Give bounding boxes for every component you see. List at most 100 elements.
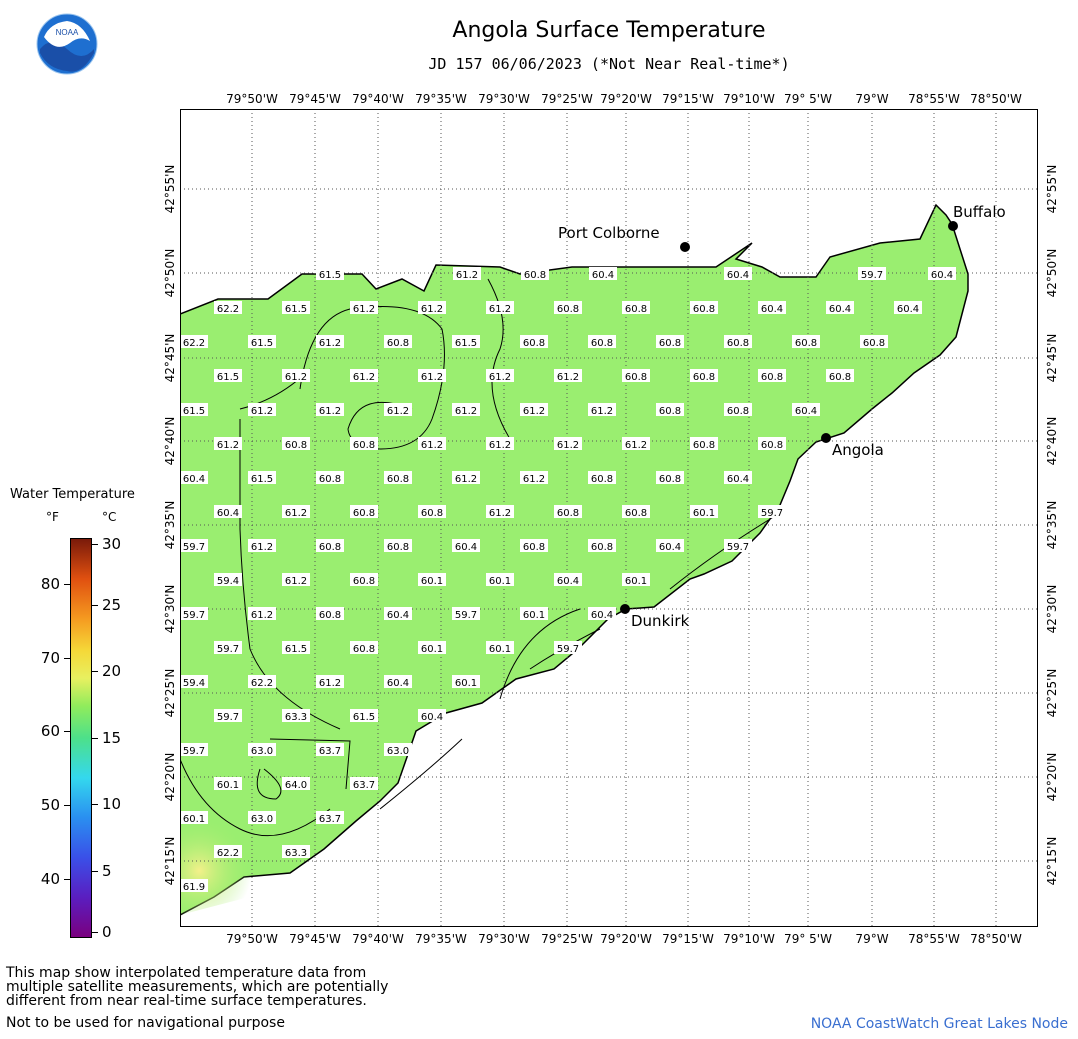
- temperature-label: 63.7: [319, 814, 341, 825]
- longitude-label: 78°50'W: [970, 92, 1022, 106]
- temperature-label: 60.8: [353, 576, 375, 587]
- tick-mark: [92, 871, 98, 872]
- temperature-label: 60.8: [761, 440, 783, 451]
- temperature-label: 60.1: [421, 576, 443, 587]
- temperature-label: 60.4: [217, 508, 239, 519]
- temperature-label: 61.2: [591, 406, 613, 417]
- temperature-label: 61.5: [251, 474, 273, 485]
- latitude-label: 42°20'N: [1045, 752, 1059, 802]
- longitude-label: 79°10'W: [723, 932, 775, 946]
- temperature-label: 60.4: [591, 610, 613, 621]
- place-label: Port Colborne: [558, 224, 660, 242]
- temperature-label: 61.2: [251, 542, 273, 553]
- longitude-label: 79°25'W: [541, 932, 593, 946]
- tick-mark: [92, 605, 98, 606]
- port-colborne-marker: [680, 242, 690, 252]
- temperature-label: 61.2: [489, 440, 511, 451]
- temperature-label: 60.8: [387, 474, 409, 485]
- temperature-label: 59.7: [183, 542, 205, 553]
- temperature-label: 63.0: [387, 746, 409, 757]
- temperature-label: 60.8: [625, 508, 647, 519]
- credit: NOAA CoastWatch Great Lakes Node: [810, 1016, 1068, 1032]
- dunkirk-marker: [620, 604, 630, 614]
- temperature-label: 60.8: [727, 406, 749, 417]
- temperature-label: 59.7: [183, 746, 205, 757]
- legend-tick-f: 70: [40, 649, 60, 667]
- temperature-label: 62.2: [217, 304, 239, 315]
- temperature-label: 61.2: [625, 440, 647, 451]
- legend-tick-c: 20: [102, 662, 122, 680]
- temperature-label: 60.8: [659, 406, 681, 417]
- note-line: multiple satellite measurements, which a…: [6, 979, 389, 995]
- temperature-label: 60.8: [353, 440, 375, 451]
- latitude-label: 42°55'N: [1045, 164, 1059, 214]
- temperature-label: 61.2: [557, 372, 579, 383]
- temperature-label: 59.7: [727, 542, 749, 553]
- temperature-label: 61.2: [251, 610, 273, 621]
- temperature-label: 63.7: [353, 780, 375, 791]
- temperature-label: 61.2: [557, 440, 579, 451]
- temperature-label: 61.2: [523, 406, 545, 417]
- legend-tick-c: 15: [102, 729, 122, 747]
- temperature-label: 60.8: [319, 610, 341, 621]
- latitude-label: 42°45'N: [163, 333, 177, 383]
- temperature-label: 60.8: [285, 440, 307, 451]
- temperature-label: 59.7: [217, 644, 239, 655]
- latitude-label: 42°35'N: [1045, 500, 1059, 550]
- temperature-label: 59.7: [217, 712, 239, 723]
- temperature-label: 59.7: [861, 270, 883, 281]
- legend-tick-c: 25: [102, 596, 122, 614]
- temperature-label: 61.2: [421, 304, 443, 315]
- temperature-label: 60.8: [659, 338, 681, 349]
- temperature-label: 61.5: [319, 270, 341, 281]
- latitude-label: 42°40'N: [1045, 416, 1059, 466]
- temperature-label: 60.4: [727, 474, 749, 485]
- temperature-label: 60.8: [693, 440, 715, 451]
- latitude-label: 42°25'N: [163, 668, 177, 718]
- longitude-label: 79°30'W: [478, 92, 530, 106]
- temperature-label: 60.1: [217, 780, 239, 791]
- map-title: Angola Surface Temperature: [452, 18, 766, 43]
- temperature-label: 63.7: [319, 746, 341, 757]
- legend-tick-f: 50: [40, 796, 60, 814]
- temperature-label: 61.5: [353, 712, 375, 723]
- legend-unit-f: °F: [46, 510, 59, 524]
- temperature-label: 60.4: [557, 576, 579, 587]
- temperature-label: 61.2: [421, 372, 443, 383]
- latitude-label: 42°15'N: [163, 836, 177, 886]
- temperature-label: 64.0: [285, 780, 307, 791]
- temperature-label: 61.2: [217, 440, 239, 451]
- noaa-logo: NOAA: [36, 13, 98, 75]
- buffalo-marker: [948, 221, 958, 231]
- place-label: Buffalo: [953, 203, 1006, 221]
- temperature-label: 60.8: [829, 372, 851, 383]
- longitude-label: 78°55'W: [908, 932, 960, 946]
- temperature-label: 59.4: [217, 576, 239, 587]
- latitude-label: 42°40'N: [163, 416, 177, 466]
- legend-tick-f: 40: [40, 870, 60, 888]
- latitude-label: 42°50'N: [1045, 248, 1059, 298]
- temperature-label: 60.8: [353, 644, 375, 655]
- temperature-label: 60.8: [795, 338, 817, 349]
- temperature-label: 61.2: [285, 576, 307, 587]
- tick-mark: [64, 658, 70, 659]
- temperature-label: 60.8: [421, 508, 443, 519]
- tick-mark: [92, 804, 98, 805]
- temperature-label: 62.2: [217, 848, 239, 859]
- latitude-label: 42°30'N: [1045, 584, 1059, 634]
- temperature-label: 60.1: [183, 814, 205, 825]
- temperature-colorbar: [70, 538, 92, 938]
- temperature-label: 59.4: [183, 678, 205, 689]
- temperature-label: 60.8: [524, 270, 546, 281]
- temperature-label: 60.4: [795, 406, 817, 417]
- legend-tick-c: 5: [102, 862, 112, 880]
- temperature-label: 61.5: [251, 338, 273, 349]
- longitude-label: 79°50'W: [226, 932, 278, 946]
- temperature-label: 61.2: [455, 474, 477, 485]
- longitude-label: 79°45'W: [289, 92, 341, 106]
- latitude-label: 42°25'N: [1045, 668, 1059, 718]
- longitude-label: 79°35'W: [415, 92, 467, 106]
- temperature-label: 61.5: [455, 338, 477, 349]
- longitude-label: 79°W: [855, 932, 889, 946]
- temperature-label: 60.4: [931, 270, 953, 281]
